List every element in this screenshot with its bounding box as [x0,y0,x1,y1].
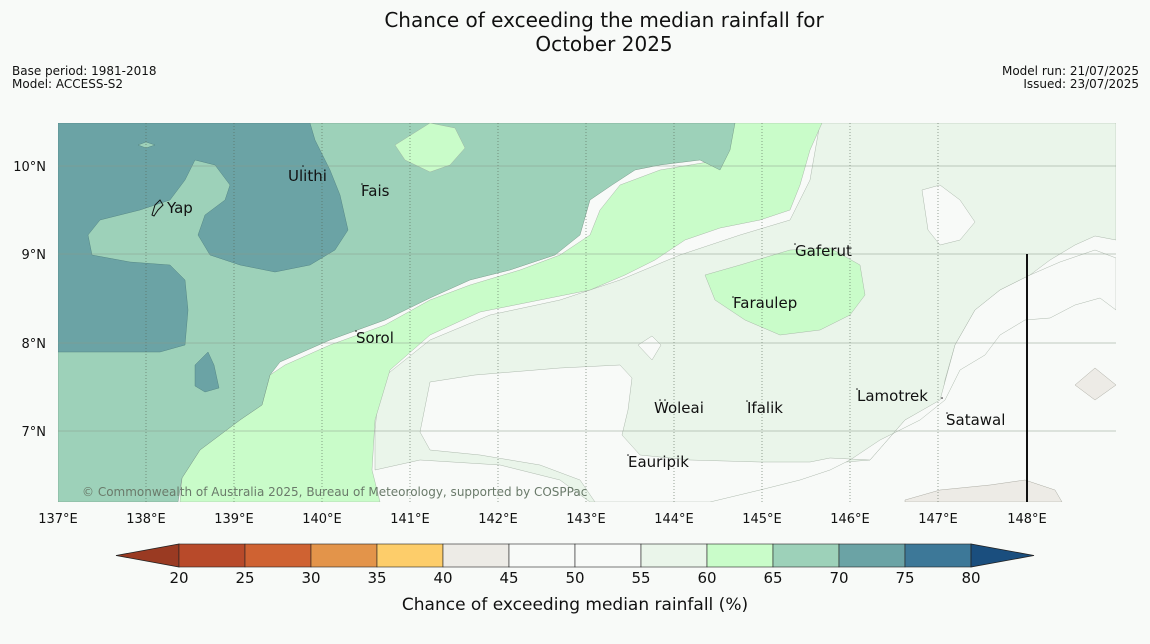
colorbar-tick-label: 55 [631,569,650,587]
region-white-blob [637,335,662,361]
region-white-ne [921,184,976,246]
copyright-text: © Commonwealth of Australia 2025, Bureau… [82,485,587,499]
place-ifalik: Ifalik [747,399,783,417]
title-line-1: Chance of exceeding the median rainfall … [384,8,824,32]
colorbar-tick-label: 40 [433,569,452,587]
colorbar-segment [310,543,378,568]
colorbar-tick-label: 70 [829,569,848,587]
model-run: Model run: 21/07/2025 [1001,64,1139,78]
colorbar-arrow-low [115,543,180,568]
lon-label: 141°E [390,512,430,527]
colorbar-segment [640,543,708,568]
colorbar-segment [706,543,774,568]
colorbar-segment [508,543,576,568]
region-white-south [419,249,1116,502]
lon-label: 147°E [918,512,958,527]
lon-label: 146°E [830,512,870,527]
colorbar-tick-label: 80 [961,569,980,587]
place-eauripik: Eauripik [628,453,689,471]
map-title: Chance of exceeding the median rainfall … [0,8,1150,56]
colorbar-segment [442,543,510,568]
colorbar-tick-label: 20 [169,569,188,587]
region-top-high-overlay [394,123,466,173]
colorbar-tick-label: 45 [499,569,518,587]
colorbar-segment [574,543,642,568]
colorbar-segment [178,543,246,568]
lon-label: 142°E [478,512,518,527]
lon-label: 144°E [654,512,694,527]
lon-label: 143°E [566,512,606,527]
region-small-teal [194,351,220,393]
place-lamotrek: Lamotrek [857,387,928,405]
lon-axis: 137°E 138°E 139°E 140°E 141°E 142°E 143°… [38,512,1047,527]
lat-label-9n: 9°N [22,248,47,263]
colorbar-tick-label: 50 [565,569,584,587]
place-woleai: Woleai [654,399,704,417]
region-tiny-teal [137,141,156,149]
colorbar-tick-label: 30 [301,569,320,587]
lon-label: 137°E [38,512,78,527]
colorbar-title: Chance of exceeding median rainfall (%) [402,595,748,615]
colorbar-segment [244,543,312,568]
lon-label: 138°E [126,512,166,527]
place-satawal: Satawal [946,411,1005,429]
colorbar-tick-label: 25 [235,569,254,587]
colorbar-segment [376,543,444,568]
place-labels: Ulithi Fais Yap Gaferut Faraulep Sorol W… [166,167,1005,471]
meta-right: Model run: 21/07/2025 Issued: 23/07/2025 [1002,65,1139,91]
colorbar-tick-label: 60 [697,569,716,587]
lon-label: 145°E [742,512,782,527]
lat-axis: 10°N 9°N 8°N 7°N [13,160,46,440]
lon-label: 139°E [214,512,254,527]
lat-label-8n: 8°N [22,337,47,352]
colorbar-segment [772,543,840,568]
colorbar-tick-label: 35 [367,569,386,587]
colorbar-segment [904,543,972,568]
region-60-65 [179,123,823,502]
place-yap: Yap [166,199,193,217]
place-fais: Fais [361,182,390,200]
colorbar-segment [838,543,906,568]
colorbar: 20 25 30 35 40 45 50 55 60 65 70 75 80 [115,543,1035,587]
lon-label: 140°E [302,512,342,527]
region-70-75 [58,123,349,353]
place-gaferut: Gaferut [795,242,852,260]
lon-label: 148°E [1007,512,1047,527]
colorbar-tick-label: 75 [895,569,914,587]
colorbar-tick-label: 65 [763,569,782,587]
region-faraulep-high [704,247,866,336]
island-markers [302,165,948,456]
graticule [58,123,1116,502]
place-sorol: Sorol [356,329,394,347]
title-line-2: October 2025 [535,32,673,56]
base-period: Base period: 1981-2018 [12,64,157,78]
place-faraulep: Faraulep [733,294,797,312]
region-40-45-east [1074,367,1116,401]
colorbar-arrow-high [970,543,1035,568]
region-40-45-se [904,479,1063,502]
lat-label-10n: 10°N [13,160,46,175]
place-ulithi: Ulithi [288,167,327,185]
model-name: Model: ACCESS-S2 [12,77,124,91]
lat-label-7n: 7°N [22,425,47,440]
yap-island-shape [151,199,164,217]
issued-date: Issued: 23/07/2025 [1023,77,1139,91]
meta-left: Base period: 1981-2018 Model: ACCESS-S2 [12,65,157,91]
map-panel: © Commonwealth of Australia 2025, Bureau… [58,123,1116,502]
